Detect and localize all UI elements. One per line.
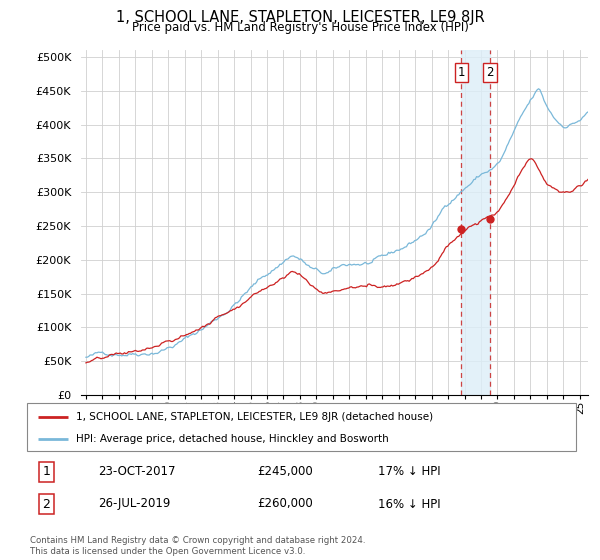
- FancyBboxPatch shape: [27, 403, 576, 451]
- Text: £260,000: £260,000: [257, 497, 313, 511]
- Text: 2: 2: [487, 66, 494, 79]
- Text: 1, SCHOOL LANE, STAPLETON, LEICESTER, LE9 8JR (detached house): 1, SCHOOL LANE, STAPLETON, LEICESTER, LE…: [76, 412, 434, 422]
- Text: Price paid vs. HM Land Registry's House Price Index (HPI): Price paid vs. HM Land Registry's House …: [131, 21, 469, 34]
- Text: 23-OCT-2017: 23-OCT-2017: [98, 465, 176, 478]
- Text: Contains HM Land Registry data © Crown copyright and database right 2024.
This d: Contains HM Land Registry data © Crown c…: [30, 536, 365, 556]
- Text: 1: 1: [42, 465, 50, 478]
- Text: 16% ↓ HPI: 16% ↓ HPI: [379, 497, 441, 511]
- Text: 2: 2: [42, 497, 50, 511]
- Text: 1, SCHOOL LANE, STAPLETON, LEICESTER, LE9 8JR: 1, SCHOOL LANE, STAPLETON, LEICESTER, LE…: [116, 10, 484, 25]
- Bar: [461, 50, 490, 395]
- Text: HPI: Average price, detached house, Hinckley and Bosworth: HPI: Average price, detached house, Hinc…: [76, 434, 389, 444]
- Text: 26-JUL-2019: 26-JUL-2019: [98, 497, 171, 511]
- Text: 1: 1: [457, 66, 465, 79]
- Text: 17% ↓ HPI: 17% ↓ HPI: [379, 465, 441, 478]
- Text: £245,000: £245,000: [257, 465, 313, 478]
